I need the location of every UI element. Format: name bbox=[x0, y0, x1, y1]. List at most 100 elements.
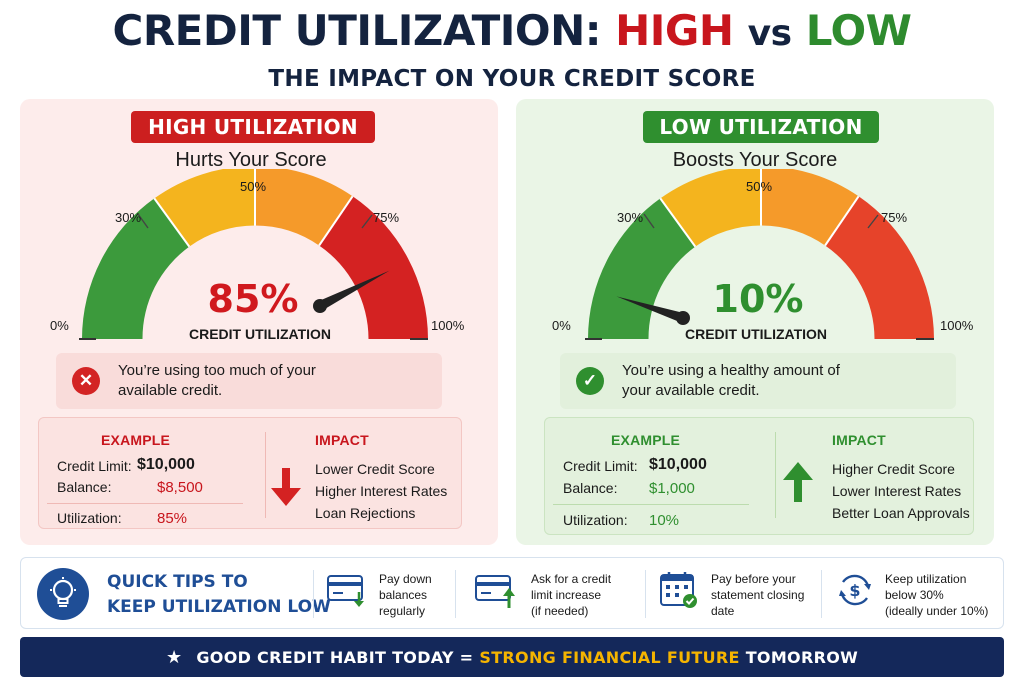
status-text-line1: You’re using too much of your bbox=[118, 362, 316, 379]
util-value: 85% bbox=[157, 510, 188, 527]
tip-line: (ideally under 10%) bbox=[885, 604, 989, 618]
gauge-tick-50: 50% bbox=[240, 179, 267, 194]
gauge-value: 85% bbox=[207, 277, 299, 321]
gauge-value: 10% bbox=[712, 277, 804, 321]
gauge-tick-0: 0% bbox=[552, 318, 571, 333]
impact-item: Better Loan Approvals bbox=[832, 505, 970, 521]
high-utilization-badge: HIGH UTILIZATION bbox=[131, 111, 375, 143]
tips-divider bbox=[313, 570, 314, 618]
gauge-tick-0: 0% bbox=[50, 318, 69, 333]
low-subhead: Boosts Your Score bbox=[672, 149, 838, 171]
gauge-seg-green bbox=[588, 198, 696, 339]
gauge-needle-hub bbox=[313, 299, 327, 313]
title-low: LOW bbox=[805, 6, 912, 55]
gauge-caption: CREDIT UTILIZATION bbox=[684, 326, 828, 342]
impact-item: Lower Interest Rates bbox=[832, 483, 962, 499]
tip-line: limit increase bbox=[531, 588, 602, 602]
gauge-needle bbox=[616, 296, 685, 323]
limit-label: Credit Limit: bbox=[563, 458, 638, 474]
quick-tips-bar: QUICK TIPS TO KEEP UTILIZATION LOW Pay d… bbox=[20, 557, 1004, 629]
footer-part2: TOMORROW bbox=[745, 647, 859, 667]
balance-label: Balance: bbox=[57, 479, 112, 495]
gauge-needle bbox=[317, 270, 390, 311]
example-divider bbox=[553, 504, 749, 505]
gauge-caption: CREDIT UTILIZATION bbox=[188, 326, 332, 342]
gauge-seg-green bbox=[82, 198, 190, 339]
title-vs: vs bbox=[747, 13, 792, 54]
low-utilization-panel: LOW UTILIZATION Boosts Your Score 0% 30%… bbox=[516, 99, 994, 545]
tips-title-line2: KEEP UTILIZATION LOW bbox=[107, 597, 331, 617]
low-utilization-badge: LOW UTILIZATION bbox=[643, 111, 879, 143]
tip-line: below 30% bbox=[885, 588, 944, 602]
gauge-seg-orange bbox=[255, 169, 353, 246]
page-title: CREDIT UTILIZATION: HIGH vs LOW bbox=[0, 6, 1024, 55]
gauge-tick-30: 30% bbox=[115, 210, 142, 225]
gauge-needle-hub bbox=[676, 311, 690, 325]
tip-line: Keep utilization bbox=[885, 572, 967, 586]
arrow-up-icon bbox=[783, 462, 813, 502]
gauge-seg-red bbox=[319, 196, 428, 339]
example-title: EXAMPLE bbox=[101, 432, 171, 448]
limit-value: $10,000 bbox=[649, 456, 707, 473]
util-value: 10% bbox=[649, 512, 680, 529]
dollar-cycle-icon: $ bbox=[839, 574, 871, 606]
page-subtitle: THE IMPACT ON YOUR CREDIT SCORE bbox=[268, 66, 756, 92]
low-example-impact-box: EXAMPLE Credit Limit: $10,000 Balance: $… bbox=[544, 417, 974, 535]
check-circle-icon: ✓ bbox=[576, 367, 604, 395]
tip-line: date bbox=[711, 604, 735, 618]
title-high: HIGH bbox=[615, 6, 734, 55]
tip-line: regularly bbox=[379, 604, 426, 618]
low-gauge bbox=[585, 169, 934, 340]
footer-part1: GOOD CREDIT HABIT TODAY = bbox=[196, 647, 474, 667]
high-gauge bbox=[79, 169, 428, 340]
tips-divider bbox=[455, 570, 456, 618]
util-label: Utilization: bbox=[57, 510, 122, 526]
x-circle-icon: ✕ bbox=[72, 367, 100, 395]
impact-item: Higher Credit Score bbox=[832, 461, 955, 477]
impact-item: Lower Credit Score bbox=[315, 461, 435, 477]
gauge-tick-30: 30% bbox=[617, 210, 644, 225]
impact-list: Lower Credit Score Higher Interest Rates… bbox=[315, 458, 447, 524]
gauge-tick-75: 75% bbox=[881, 210, 908, 225]
card-pay-icon bbox=[327, 575, 364, 607]
high-utilization-panel: HIGH UTILIZATION Hurts Your Score 0% 30%… bbox=[20, 99, 498, 545]
example-divider bbox=[47, 503, 243, 504]
status-text-line1: You’re using a healthy amount of bbox=[622, 362, 840, 379]
impact-list: Higher Credit Score Lower Interest Rates… bbox=[832, 458, 970, 524]
high-status-message: ✕ You’re using too much of your availabl… bbox=[56, 353, 442, 409]
gauge-tick-100: 100% bbox=[431, 318, 465, 333]
status-text-line2: available credit. bbox=[118, 382, 223, 399]
limit-label: Credit Limit: bbox=[57, 458, 132, 474]
calendar-icon bbox=[660, 572, 697, 608]
footer-banner: ★ GOOD CREDIT HABIT TODAY = STRONG FINAN… bbox=[20, 637, 1004, 677]
gauge-seg-yellow bbox=[154, 169, 255, 247]
impact-title: IMPACT bbox=[315, 432, 369, 448]
tip-line: Ask for a credit bbox=[531, 572, 612, 586]
lightbulb-icon bbox=[37, 568, 89, 620]
card-limit-up-icon bbox=[475, 575, 515, 608]
gauge-seg-yellow bbox=[660, 169, 761, 247]
low-status-message: ✓ You’re using a healthy amount of your … bbox=[560, 353, 956, 409]
gauge-seg-red bbox=[825, 196, 934, 339]
arrow-down-icon bbox=[271, 468, 301, 506]
tips-divider bbox=[821, 570, 822, 618]
limit-value: $10,000 bbox=[137, 456, 195, 473]
tip-line: (if needed) bbox=[531, 604, 589, 618]
util-label: Utilization: bbox=[563, 512, 628, 528]
box-divider bbox=[265, 432, 266, 518]
footer-highlight: STRONG FINANCIAL FUTURE bbox=[479, 647, 740, 667]
tip-line: statement closing bbox=[711, 588, 805, 602]
box-divider bbox=[775, 432, 776, 518]
gauge-tick-75: 75% bbox=[373, 210, 400, 225]
tip-line: Pay before your bbox=[711, 572, 796, 586]
impact-item: Loan Rejections bbox=[315, 505, 416, 521]
balance-value: $1,000 bbox=[649, 480, 695, 497]
example-title: EXAMPLE bbox=[611, 432, 681, 448]
balance-label: Balance: bbox=[563, 480, 618, 496]
tip-line: balances bbox=[379, 588, 428, 602]
tips-divider bbox=[645, 570, 646, 618]
balance-value: $8,500 bbox=[157, 479, 203, 496]
impact-item: Higher Interest Rates bbox=[315, 483, 448, 499]
star-icon: ★ bbox=[165, 646, 183, 668]
title-part1: CREDIT UTILIZATION: bbox=[112, 6, 602, 55]
